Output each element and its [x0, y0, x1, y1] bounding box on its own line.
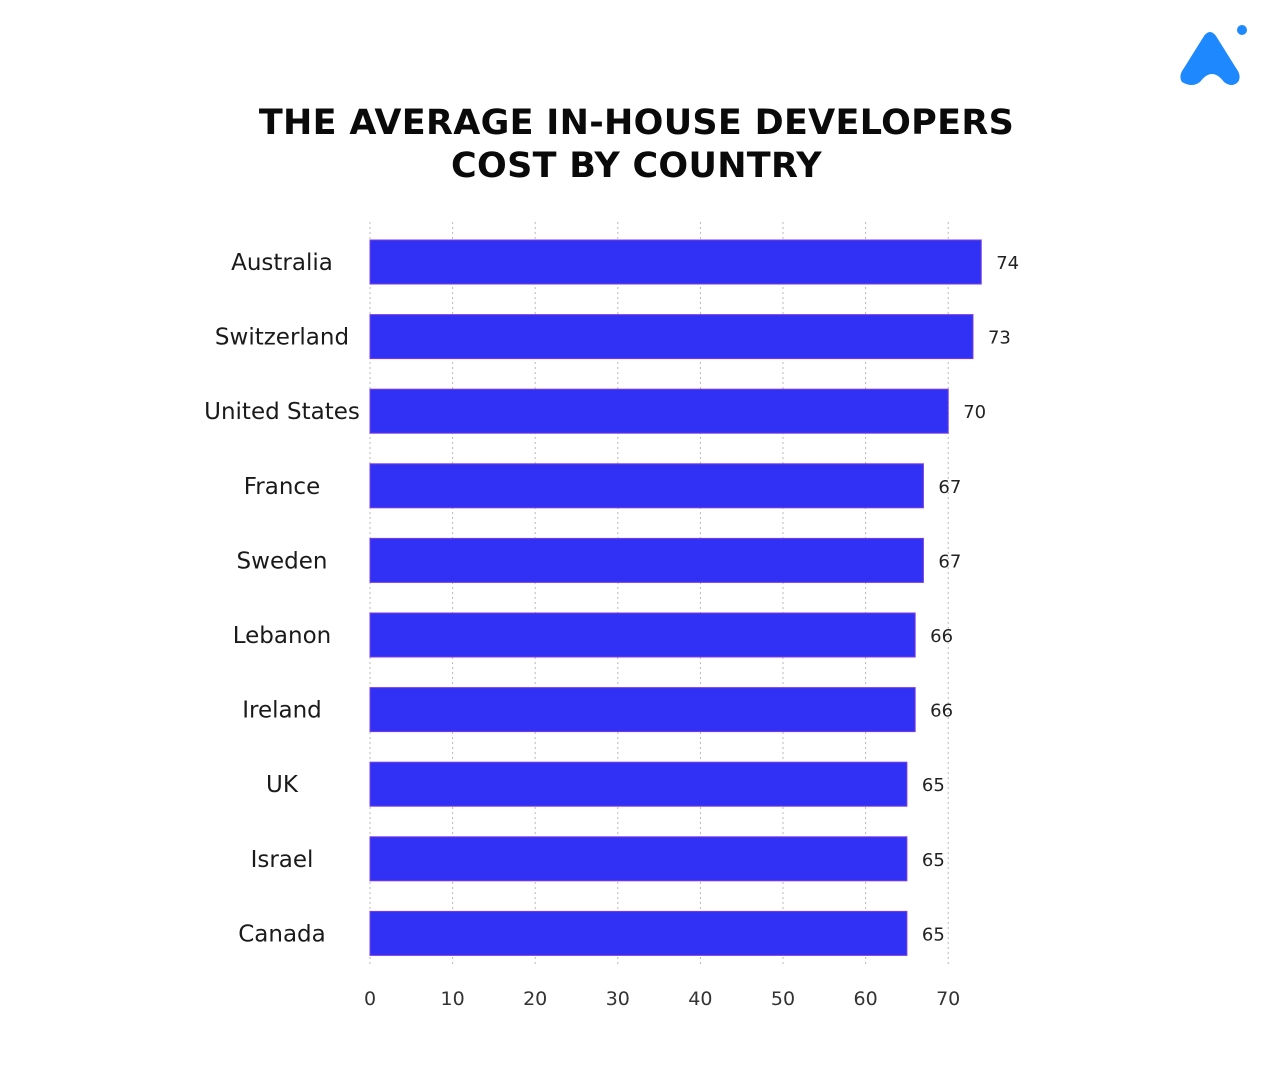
- data-label: 74: [996, 253, 1019, 274]
- data-label: 66: [930, 701, 953, 722]
- category-label: Canada: [238, 921, 326, 947]
- x-tick-label: 40: [688, 988, 712, 1010]
- x-tick-label: 10: [441, 988, 465, 1010]
- bars: [369, 239, 982, 956]
- data-label: 70: [963, 402, 986, 423]
- data-label: 65: [922, 924, 945, 945]
- data-label: 65: [922, 850, 945, 871]
- data-label: 67: [938, 477, 961, 498]
- brand-logo-icon: [1180, 25, 1247, 85]
- category-label: Switzerland: [215, 325, 349, 351]
- category-label: France: [244, 474, 320, 500]
- category-label: Ireland: [242, 698, 322, 724]
- data-label: 66: [930, 626, 953, 647]
- x-tick-label: 20: [523, 988, 547, 1010]
- x-tick-label: 0: [364, 988, 376, 1010]
- chart-title-line-1: THE AVERAGE IN-HOUSE DEVELOPERS: [258, 103, 1015, 143]
- chart-title: THE AVERAGE IN-HOUSE DEVELOPERS COST BY …: [0, 102, 1273, 188]
- bar: [369, 836, 908, 882]
- category-label: UK: [266, 772, 299, 798]
- data-label: 67: [938, 551, 961, 572]
- bar: [369, 910, 908, 956]
- data-label: 65: [922, 775, 945, 796]
- bar: [369, 463, 924, 509]
- bar: [369, 612, 916, 658]
- bar: [369, 537, 924, 583]
- x-tick-label: 50: [771, 988, 795, 1010]
- bar: [369, 761, 908, 807]
- labels: Australia 74 Switzerland 73 United States 70 F…: [204, 250, 1019, 947]
- category-label: Sweden: [237, 548, 328, 574]
- category-label: Israel: [251, 847, 314, 873]
- category-label: Lebanon: [233, 623, 331, 649]
- x-tick-label: 70: [936, 988, 960, 1010]
- category-label: Australia: [231, 250, 333, 276]
- x-tick-label: 30: [606, 988, 630, 1010]
- bar: [369, 687, 916, 733]
- chart-title-line-2: COST BY COUNTRY: [451, 146, 822, 186]
- x-tick-label: 60: [854, 988, 878, 1010]
- bar: [369, 388, 949, 434]
- x-axis-ticks: 0 10 20 30 40 50 60 70: [364, 988, 960, 1010]
- bar: [369, 239, 982, 285]
- category-label: United States: [204, 399, 360, 425]
- data-label: 73: [988, 328, 1011, 349]
- bar: [369, 314, 974, 360]
